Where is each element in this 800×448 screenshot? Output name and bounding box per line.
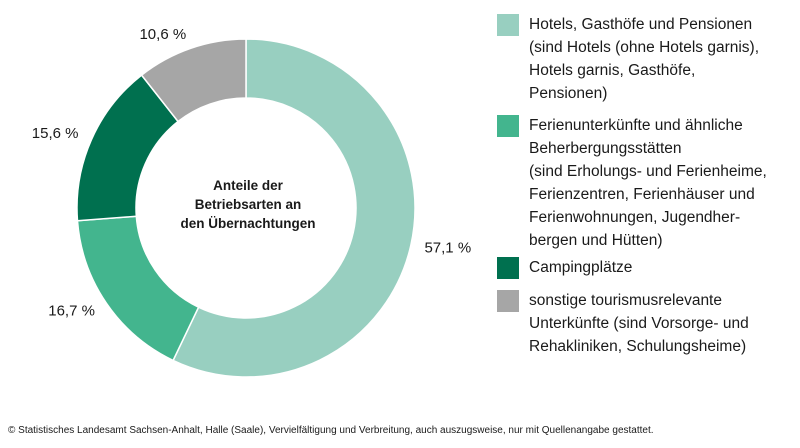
legend-label-ferienunterkuenfte: Ferienunterkünfte und ähnliche Beherberg… xyxy=(529,117,767,249)
copyright-footer: © Statistisches Landesamt Sachsen-Anhalt… xyxy=(8,425,654,436)
slice-label-sonstige: 10,6 % xyxy=(139,26,186,43)
legend-item-campingplaetze: Campingplätze xyxy=(497,257,797,279)
chart-title: Anteile der Betriebsarten an den Übernac… xyxy=(158,176,338,233)
legend-swatch-sonstige xyxy=(497,290,519,312)
legend-label-hotels: Hotels, Gasthöfe und Pensionen (sind Hot… xyxy=(529,16,760,102)
legend-item-ferienunterkuenfte: Ferienunterkünfte und ähnliche Beherberg… xyxy=(497,115,797,252)
slice-label-campingplaetze: 15,6 % xyxy=(32,125,79,142)
legend-swatch-ferienunterkuenfte xyxy=(497,115,519,137)
chart-title-line-2: Betriebsarten an xyxy=(194,197,302,212)
legend-item-sonstige: sonstige tourismusrelevante Unterkünfte … xyxy=(497,290,797,358)
legend-swatch-campingplaetze xyxy=(497,257,519,279)
legend-swatch-hotels xyxy=(497,14,519,36)
donut-slices xyxy=(76,38,416,378)
donut-slice-sonstige xyxy=(140,38,247,123)
legend-label-campingplaetze: Campingplätze xyxy=(529,259,633,276)
donut-chart: 57,1 % 16,7 % 15,6 % 10,6 % xyxy=(32,26,471,378)
legend-item-hotels: Hotels, Gasthöfe und Pensionen (sind Hot… xyxy=(497,14,797,105)
donut-slice-hotels xyxy=(172,38,416,378)
donut-slice-ferienunterkuenfte xyxy=(76,215,200,362)
slice-label-hotels: 57,1 % xyxy=(424,239,471,256)
chart-title-line-1: Anteile der xyxy=(213,178,283,193)
slice-label-ferienunterkuenfte: 16,7 % xyxy=(48,302,95,319)
chart-title-line-3: den Übernachtungen xyxy=(180,216,316,231)
slice-labels: 57,1 % 16,7 % 15,6 % 10,6 % xyxy=(32,26,471,319)
legend-label-sonstige: sonstige tourismusrelevante Unterkünfte … xyxy=(529,292,749,355)
